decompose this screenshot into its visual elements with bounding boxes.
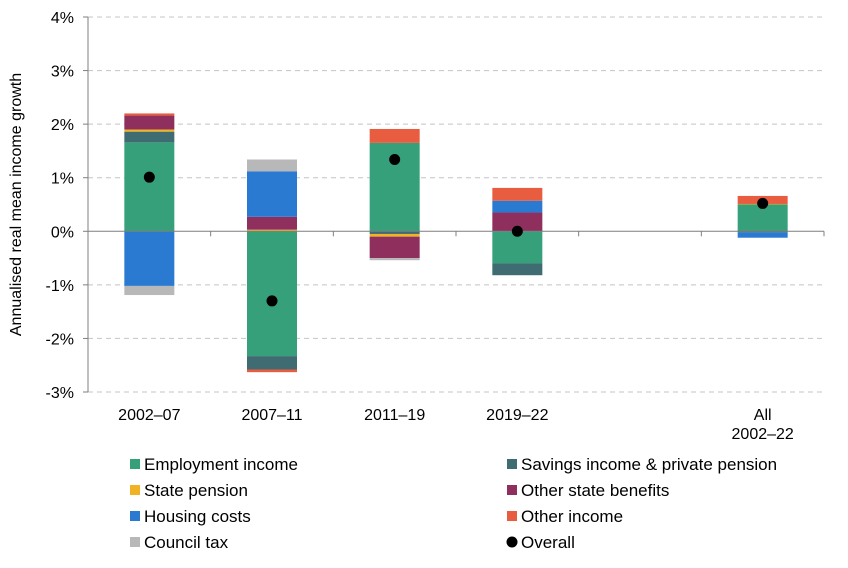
bar-segment	[369, 258, 420, 261]
bar-segment	[247, 356, 297, 370]
x-tick-label: 2007–11	[241, 407, 302, 424]
y-tick-label: 3%	[51, 64, 74, 81]
y-tick-label: 2%	[51, 117, 74, 134]
bar-segment	[247, 369, 297, 373]
overall-point	[511, 225, 523, 237]
legend-swatch	[130, 485, 140, 495]
bar-segment	[492, 212, 543, 232]
y-tick-label: 4%	[51, 10, 74, 27]
bar-segment	[492, 263, 543, 276]
overall-point	[757, 197, 769, 209]
bar-segment	[369, 231, 420, 234]
legend-label: Other state benefits	[521, 481, 669, 500]
bar-segment	[124, 129, 175, 132]
bar-segment	[124, 131, 175, 143]
overall-point	[266, 295, 278, 307]
legend-label: Other income	[521, 507, 623, 526]
legend-swatch	[507, 485, 517, 495]
bar-segment	[737, 232, 788, 238]
bar-segment	[124, 115, 175, 130]
bar-segment	[247, 216, 297, 230]
bar-segment	[247, 171, 297, 217]
y-tick-label: -3%	[46, 385, 74, 402]
y-tick-label: -1%	[46, 278, 74, 295]
x-tick-label: All	[754, 407, 772, 424]
legend-label: State pension	[144, 481, 248, 500]
bar-segment	[492, 200, 543, 213]
x-tick-label: 2002–07	[118, 407, 180, 424]
legend-swatch	[130, 537, 140, 547]
bar-segment	[247, 231, 297, 357]
legend-swatch	[130, 511, 140, 521]
bar-segment	[124, 113, 175, 116]
bar-segment	[737, 204, 788, 232]
bar-segment	[737, 231, 788, 233]
bar-segment	[124, 285, 175, 296]
bar-segment	[247, 159, 297, 172]
legend-label: Council tax	[144, 533, 229, 552]
bar-segment	[124, 231, 175, 286]
legend-marker	[506, 536, 518, 548]
bar-segment	[369, 233, 420, 237]
bar-segment	[492, 187, 543, 201]
overall-point	[389, 154, 401, 165]
bar-segment	[369, 236, 420, 259]
y-tick-label: 0%	[51, 224, 74, 241]
y-tick-label: 1%	[51, 171, 74, 188]
x-tick-label: 2011–19	[364, 407, 425, 424]
legend-label: Savings income & private pension	[521, 455, 777, 474]
x-tick-label: 2019–22	[486, 407, 548, 424]
legend-swatch	[130, 459, 140, 469]
bar-segment	[247, 229, 297, 232]
bar-segment	[124, 142, 175, 232]
bar-segment	[369, 128, 420, 143]
legend-label: Housing costs	[144, 507, 251, 526]
overall-point	[143, 171, 155, 183]
legend-label: Employment income	[144, 455, 298, 474]
x-tick-label: 2002–22	[732, 426, 794, 443]
y-tick-label: -2%	[46, 331, 74, 348]
legend-label: Overall	[521, 533, 575, 552]
legend-swatch	[507, 459, 517, 469]
legend-swatch	[507, 511, 517, 521]
y-axis-title: Annualised real mean income growth	[8, 73, 25, 336]
